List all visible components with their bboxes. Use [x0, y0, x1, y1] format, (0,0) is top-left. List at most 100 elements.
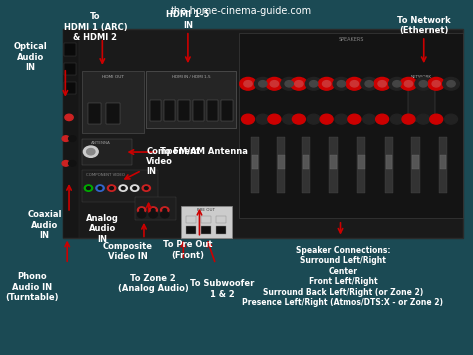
Circle shape: [393, 81, 401, 87]
Circle shape: [65, 114, 73, 121]
Text: Composite
Video IN: Composite Video IN: [103, 242, 153, 262]
Text: Coaxial
Audio
IN: Coaxial Audio IN: [27, 210, 62, 240]
Circle shape: [138, 207, 146, 213]
Circle shape: [268, 114, 281, 124]
Bar: [88, 103, 101, 125]
Bar: [401, 71, 442, 128]
Bar: [81, 71, 144, 133]
Circle shape: [428, 77, 445, 90]
Bar: [252, 154, 258, 169]
Bar: [408, 86, 435, 121]
Circle shape: [365, 81, 373, 87]
Circle shape: [419, 81, 428, 87]
Circle shape: [309, 81, 318, 87]
Circle shape: [363, 114, 376, 124]
Circle shape: [266, 77, 283, 90]
Circle shape: [149, 207, 158, 213]
Circle shape: [374, 77, 390, 90]
Circle shape: [361, 77, 377, 90]
Bar: [221, 100, 233, 121]
Text: SPEAKERS: SPEAKERS: [338, 37, 364, 42]
Circle shape: [348, 114, 361, 124]
Bar: [385, 137, 393, 193]
Circle shape: [259, 81, 267, 87]
Circle shape: [346, 77, 363, 90]
Bar: [251, 137, 259, 193]
Text: To Pre Out
(Front): To Pre Out (Front): [163, 240, 213, 260]
Bar: [440, 154, 447, 169]
Circle shape: [290, 77, 307, 90]
Text: HDMI IN / HDMI 1-5: HDMI IN / HDMI 1-5: [172, 75, 210, 79]
Text: HDMI 1-5
IN: HDMI 1-5 IN: [166, 10, 210, 30]
Bar: [181, 206, 232, 237]
Text: Analog
Audio
IN: Analog Audio IN: [86, 214, 119, 244]
Text: COMPONENT VIDEO: COMPONENT VIDEO: [86, 173, 125, 177]
Circle shape: [151, 209, 155, 212]
Circle shape: [443, 77, 459, 90]
Bar: [302, 137, 310, 193]
Bar: [386, 154, 392, 169]
Circle shape: [242, 114, 254, 124]
Bar: [330, 154, 337, 169]
Circle shape: [445, 114, 457, 124]
Bar: [178, 100, 190, 121]
Text: Speaker Connections:
Surround Left/Right
Center
Front Left/Right
Surround Back L: Speaker Connections: Surround Left/Right…: [242, 246, 443, 307]
Bar: [239, 33, 463, 218]
Circle shape: [62, 136, 70, 141]
Bar: [146, 71, 236, 128]
Text: the-home-cinema-guide.com: the-home-cinema-guide.com: [170, 6, 312, 16]
Bar: [164, 100, 175, 121]
Circle shape: [432, 81, 440, 87]
Circle shape: [292, 114, 306, 124]
Circle shape: [402, 114, 415, 124]
Text: Optical
Audio
IN: Optical Audio IN: [14, 42, 47, 72]
Bar: [216, 216, 226, 223]
Circle shape: [144, 187, 148, 190]
Circle shape: [119, 185, 127, 191]
Circle shape: [447, 81, 455, 87]
Bar: [357, 137, 366, 193]
Circle shape: [142, 185, 150, 191]
Circle shape: [390, 114, 403, 124]
Circle shape: [270, 81, 279, 87]
Circle shape: [244, 81, 252, 87]
Bar: [64, 82, 76, 94]
Circle shape: [133, 187, 137, 190]
Circle shape: [389, 77, 405, 90]
Circle shape: [430, 114, 443, 124]
Circle shape: [131, 185, 139, 191]
Bar: [63, 29, 463, 237]
Bar: [81, 138, 132, 165]
Bar: [106, 103, 120, 125]
Circle shape: [87, 148, 95, 155]
Bar: [135, 197, 176, 220]
Circle shape: [415, 77, 431, 90]
Bar: [201, 216, 211, 223]
Circle shape: [378, 81, 386, 87]
Text: To
HDMI 1 (ARC)
& HDMI 2: To HDMI 1 (ARC) & HDMI 2: [63, 12, 127, 42]
Circle shape: [417, 114, 430, 124]
Text: NETWORK: NETWORK: [411, 75, 432, 79]
Bar: [329, 137, 338, 193]
Bar: [278, 154, 285, 169]
Circle shape: [140, 209, 143, 212]
Circle shape: [149, 212, 158, 218]
Bar: [149, 100, 161, 121]
Bar: [185, 226, 196, 234]
Circle shape: [256, 114, 269, 124]
Circle shape: [318, 77, 335, 90]
Text: Component
Video
IN: Component Video IN: [146, 147, 201, 176]
Bar: [64, 63, 76, 75]
Circle shape: [335, 114, 348, 124]
Circle shape: [163, 209, 166, 212]
Circle shape: [404, 81, 412, 87]
Bar: [63, 29, 79, 237]
Circle shape: [254, 77, 271, 90]
Circle shape: [333, 77, 350, 90]
Circle shape: [107, 185, 116, 191]
Bar: [193, 100, 204, 121]
Bar: [439, 137, 447, 193]
Circle shape: [87, 187, 90, 190]
Text: To Subwoofer
1 & 2: To Subwoofer 1 & 2: [191, 279, 255, 299]
Text: PRE OUT: PRE OUT: [197, 208, 215, 212]
